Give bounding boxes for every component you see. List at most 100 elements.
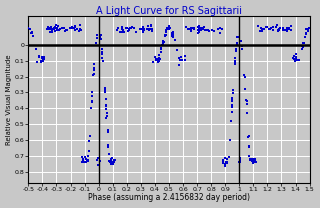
Point bbox=[97, 159, 102, 163]
Point bbox=[237, 160, 242, 163]
Point bbox=[91, 74, 96, 77]
Point bbox=[276, 27, 282, 31]
Point bbox=[108, 162, 114, 165]
Point bbox=[109, 157, 115, 160]
Point bbox=[220, 27, 225, 30]
Point bbox=[137, 27, 142, 31]
Point bbox=[47, 30, 52, 34]
Point bbox=[252, 157, 257, 160]
Point bbox=[91, 68, 96, 72]
Point bbox=[114, 28, 119, 32]
Point bbox=[51, 28, 56, 31]
Point bbox=[41, 55, 46, 58]
Point bbox=[27, 28, 32, 31]
Point bbox=[76, 29, 81, 33]
Point bbox=[30, 34, 36, 37]
Point bbox=[58, 27, 63, 31]
Point bbox=[294, 58, 300, 61]
Point bbox=[268, 27, 273, 31]
Point bbox=[196, 28, 201, 32]
Point bbox=[256, 25, 261, 28]
Point bbox=[220, 158, 225, 162]
Point bbox=[108, 159, 113, 163]
Point bbox=[36, 54, 42, 58]
Point bbox=[244, 102, 249, 105]
Point bbox=[229, 105, 234, 109]
Point bbox=[77, 29, 82, 33]
Point bbox=[252, 159, 257, 163]
Point bbox=[172, 38, 177, 42]
Point bbox=[104, 116, 109, 120]
Point bbox=[45, 26, 50, 29]
Point bbox=[54, 27, 59, 30]
Point bbox=[160, 41, 165, 44]
Point bbox=[192, 27, 197, 30]
Point bbox=[212, 29, 217, 32]
Point bbox=[117, 30, 122, 33]
Point bbox=[126, 28, 132, 31]
Point bbox=[81, 160, 86, 164]
Point bbox=[145, 24, 150, 28]
Point bbox=[306, 26, 311, 30]
Point bbox=[180, 59, 185, 62]
Point bbox=[86, 155, 91, 158]
Point bbox=[126, 27, 132, 31]
Point bbox=[81, 158, 86, 162]
Point bbox=[70, 27, 75, 30]
Point bbox=[68, 26, 73, 29]
Point bbox=[61, 26, 66, 30]
Point bbox=[165, 26, 170, 30]
Point bbox=[51, 27, 56, 31]
Point bbox=[285, 28, 290, 31]
Point bbox=[196, 29, 201, 32]
Point bbox=[251, 158, 256, 162]
Point bbox=[230, 91, 235, 95]
Point bbox=[40, 58, 45, 62]
Point bbox=[251, 161, 256, 164]
Point bbox=[233, 60, 238, 63]
Point bbox=[221, 159, 226, 162]
Point bbox=[52, 26, 58, 29]
Point bbox=[301, 45, 306, 48]
Point bbox=[55, 27, 60, 30]
Point bbox=[108, 158, 113, 161]
Point bbox=[169, 31, 174, 35]
Point bbox=[303, 32, 308, 35]
Point bbox=[234, 48, 239, 51]
Point bbox=[230, 88, 236, 91]
Point bbox=[223, 161, 228, 164]
Point bbox=[267, 27, 272, 30]
Point bbox=[296, 58, 301, 61]
Point bbox=[86, 149, 91, 152]
Point bbox=[45, 26, 50, 30]
Point bbox=[278, 26, 283, 30]
Point bbox=[303, 31, 308, 35]
Point bbox=[240, 48, 245, 51]
Point bbox=[239, 44, 244, 48]
Point bbox=[220, 161, 225, 165]
Point bbox=[95, 163, 100, 166]
Point bbox=[49, 28, 54, 32]
Point bbox=[229, 98, 235, 102]
Point bbox=[287, 26, 292, 30]
Point bbox=[84, 158, 90, 162]
Title: A Light Curve for RS Sagittarii: A Light Curve for RS Sagittarii bbox=[96, 6, 242, 16]
Point bbox=[156, 58, 161, 62]
Point bbox=[105, 130, 110, 133]
Point bbox=[103, 105, 108, 108]
Point bbox=[223, 161, 228, 164]
Point bbox=[244, 111, 250, 114]
Point bbox=[89, 100, 94, 104]
Point bbox=[157, 58, 162, 61]
Point bbox=[63, 28, 68, 32]
Point bbox=[166, 27, 172, 31]
Point bbox=[49, 27, 54, 30]
Point bbox=[281, 26, 286, 30]
Point bbox=[282, 28, 287, 31]
Point bbox=[119, 27, 124, 30]
Point bbox=[140, 26, 146, 29]
Point bbox=[103, 90, 108, 93]
Point bbox=[183, 26, 188, 29]
Point bbox=[156, 57, 161, 61]
Point bbox=[277, 28, 282, 32]
